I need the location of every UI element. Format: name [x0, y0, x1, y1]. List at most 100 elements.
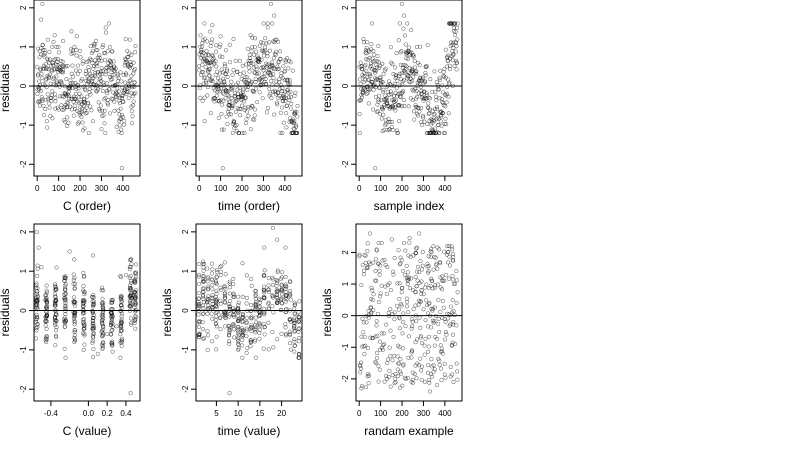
data-point	[34, 291, 40, 296]
data-point	[91, 66, 96, 71]
data-point	[120, 93, 125, 98]
data-point	[119, 166, 124, 171]
data-point	[437, 259, 442, 265]
data-point	[400, 383, 405, 388]
data-point	[116, 130, 121, 135]
data-point	[103, 130, 108, 136]
data-point	[244, 328, 249, 333]
data-point	[129, 109, 134, 114]
data-point	[256, 71, 261, 76]
data-point	[217, 54, 223, 59]
data-point	[107, 111, 113, 116]
data-point	[381, 331, 386, 336]
data-point	[33, 319, 39, 325]
data-point	[227, 325, 233, 330]
data-point	[276, 66, 281, 71]
data-point	[201, 306, 206, 311]
data-point	[128, 316, 133, 321]
data-point	[429, 364, 434, 369]
data-point	[70, 63, 75, 68]
data-point	[383, 93, 388, 98]
data-point	[227, 42, 232, 47]
y-tick-label: 1	[19, 44, 28, 49]
data-point	[432, 111, 437, 117]
data-point	[271, 345, 276, 350]
data-point	[118, 273, 123, 279]
data-point	[455, 21, 460, 26]
data-point	[429, 278, 434, 283]
data-point	[132, 84, 137, 89]
data-point	[410, 377, 415, 382]
data-point	[220, 166, 225, 171]
data-point	[359, 386, 364, 391]
data-point	[391, 105, 396, 110]
data-point	[279, 276, 284, 281]
data-point	[263, 81, 269, 86]
data-point	[376, 43, 381, 48]
data-point	[270, 21, 275, 26]
data-point	[434, 314, 439, 319]
data-point	[62, 283, 67, 288]
data-point	[133, 50, 138, 55]
data-point	[95, 60, 100, 65]
data-point	[89, 73, 94, 79]
data-point	[44, 326, 49, 331]
data-point	[205, 68, 210, 73]
data-point	[211, 59, 216, 64]
data-point	[247, 52, 252, 57]
data-point	[119, 328, 124, 333]
y-tick-label: -1	[181, 346, 190, 354]
x-tick-label: 200	[395, 409, 409, 418]
data-point	[382, 379, 387, 384]
data-point	[236, 341, 241, 346]
data-point	[53, 99, 58, 104]
data-point	[427, 380, 432, 385]
data-point	[35, 307, 40, 312]
data-point	[454, 44, 459, 49]
data-point	[432, 119, 437, 124]
data-point	[266, 287, 271, 292]
data-point	[73, 300, 78, 305]
data-point	[442, 372, 447, 377]
data-point	[245, 346, 250, 351]
data-point	[413, 250, 418, 255]
data-point	[209, 40, 214, 45]
data-point	[205, 60, 210, 65]
data-point	[231, 327, 237, 332]
data-point	[222, 78, 227, 83]
data-point	[99, 66, 104, 71]
data-point	[45, 56, 50, 61]
data-point	[416, 302, 421, 307]
data-point	[73, 68, 78, 73]
data-point	[414, 69, 419, 74]
data-point	[292, 300, 297, 305]
data-point	[63, 291, 68, 296]
data-point	[266, 287, 271, 292]
data-point	[418, 258, 423, 264]
data-point	[284, 103, 290, 108]
data-point	[430, 318, 435, 323]
data-point	[383, 66, 388, 71]
data-point	[262, 324, 267, 329]
data-point	[441, 100, 446, 106]
data-point	[275, 300, 280, 305]
data-point	[403, 67, 408, 72]
data-point	[54, 319, 59, 324]
data-point	[81, 100, 86, 105]
data-point	[75, 121, 80, 126]
data-point	[71, 113, 76, 118]
data-point	[72, 335, 77, 340]
data-point	[119, 325, 124, 330]
data-point	[435, 245, 440, 250]
data-point	[418, 84, 423, 89]
data-point	[249, 316, 254, 321]
data-point	[71, 281, 76, 286]
data-point	[270, 304, 275, 309]
data-point	[404, 275, 409, 280]
data-point	[414, 71, 419, 76]
data-point	[393, 98, 398, 103]
data-point	[407, 240, 412, 245]
data-point	[197, 64, 202, 69]
data-point	[111, 72, 116, 77]
